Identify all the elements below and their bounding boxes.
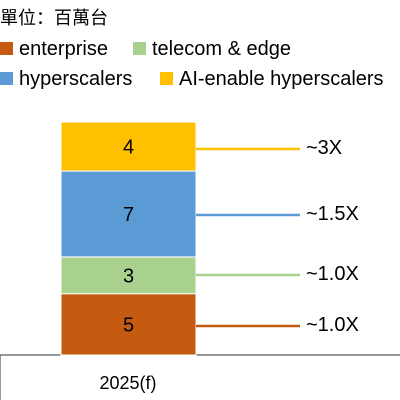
unit-label: 單位：百萬台 (0, 8, 108, 28)
ratio-label-enterprise: ~1.0X (306, 314, 359, 336)
legend-swatch-telecom-edge (133, 42, 146, 55)
bar-segment-enterprise (60, 293, 197, 356)
bar-stack: 5 3 7 4 (60, 121, 197, 356)
legend-swatch-enterprise (0, 42, 13, 55)
data-label-hyperscalers: 7 (123, 204, 134, 226)
x-ticks: 2025(f) (99, 373, 156, 393)
legend-swatch-ai-enable-hyperscalers (160, 72, 173, 85)
data-label-telecom-edge: 3 (123, 265, 134, 287)
data-label-enterprise: 5 (123, 314, 134, 336)
bar-segment-ai-enable-hyperscalers (60, 121, 197, 172)
legend-label-ai-enable-hyperscalers: AI-enable hyperscalers (179, 68, 384, 90)
legend-swatch-hyperscalers (0, 72, 13, 85)
ratio-label-telecom-edge: ~1.0X (306, 263, 359, 285)
bar-segment-telecom-edge (60, 256, 197, 295)
ratio-label-ai-enable-hyperscalers: ~3X (306, 137, 342, 159)
x-tick-label: 2025(f) (99, 373, 156, 393)
data-label-ai-enable-hyperscalers: 4 (123, 137, 134, 159)
legend-label-enterprise: enterprise (19, 38, 108, 60)
legend-label-telecom-edge: telecom & edge (152, 38, 291, 60)
ratio-label-hyperscalers: ~1.5X (306, 203, 359, 225)
ratio-annotations: ~1.0X ~1.0X ~1.5X ~3X (196, 137, 359, 336)
legend-label-hyperscalers: hyperscalers (19, 68, 132, 90)
legend: enterprise telecom & edge hyperscalers AI-e… (0, 38, 384, 90)
